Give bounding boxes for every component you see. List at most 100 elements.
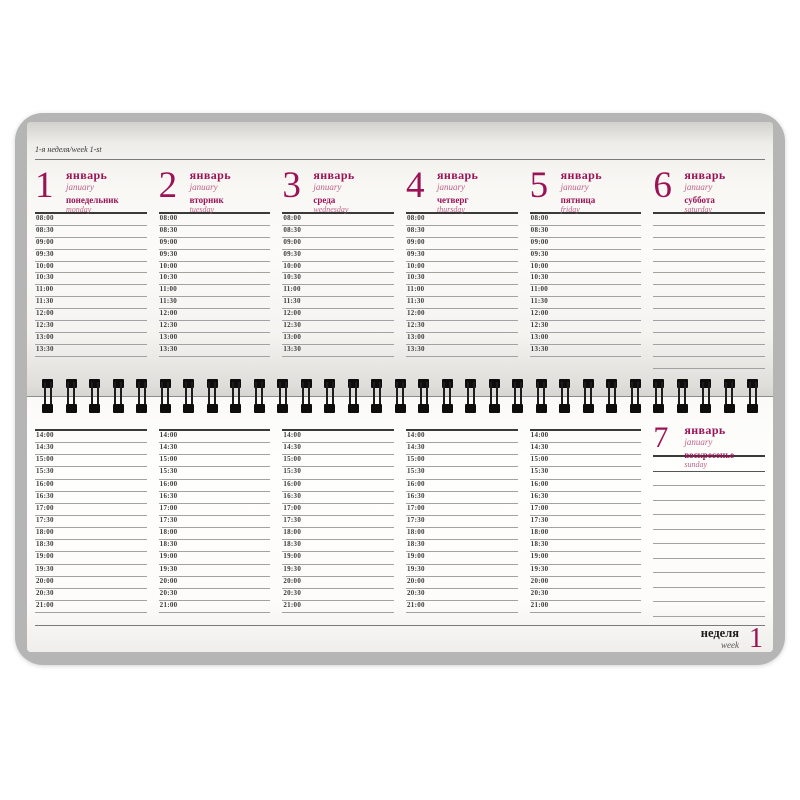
spiral-loop (652, 379, 665, 413)
time-slot: 20:30 (529, 589, 642, 601)
spiral-loop (41, 379, 54, 413)
time-label: 16:00 (283, 479, 302, 488)
time-slot: 16:30 (282, 492, 394, 504)
time-label: 16:00 (159, 479, 178, 488)
time-slot: 08:30 (529, 226, 642, 238)
time-label: 21:00 (283, 600, 302, 609)
month-ru-label: январь (684, 423, 726, 437)
time-label: 21:00 (36, 600, 54, 609)
spiral-wire (654, 382, 663, 410)
time-label: 08:30 (406, 225, 425, 234)
time-slot: 09:30 (529, 250, 642, 262)
time-label: 15:30 (283, 467, 302, 476)
time-slot: 20:00 (529, 577, 642, 589)
spiral-loop (535, 379, 548, 413)
time-label: 18:00 (283, 528, 302, 537)
weekday-en-label: tuesday (189, 205, 215, 214)
spiral-wire (90, 382, 99, 410)
time-label: 13:30 (530, 344, 549, 353)
time-label: 20:00 (159, 576, 178, 585)
day-meta: январь january воскресенье sunday (684, 422, 734, 470)
time-slot: 18:00 (158, 528, 271, 541)
weekday-en-label: friday (560, 205, 580, 214)
day-number: 4 (405, 165, 425, 206)
time-slot: 13:30 (35, 345, 147, 357)
spiral-loop (88, 379, 101, 413)
spiral-wire (161, 382, 169, 410)
spiral-loop (629, 379, 642, 413)
time-slot: 17:00 (405, 504, 518, 516)
time-slot: 08:00 (35, 214, 147, 226)
spiral-wire (560, 382, 569, 410)
time-slot: 18:00 (529, 528, 642, 541)
time-slot: 19:30 (35, 565, 147, 577)
time-label: 17:30 (283, 515, 302, 524)
time-slot: 16:00 (282, 480, 394, 492)
weekday-en-label: sunday (684, 460, 707, 469)
time-label: 17:00 (530, 503, 549, 512)
ruled-line (653, 530, 765, 544)
weekday-en-label: wednesday (313, 205, 349, 214)
time-slot: 08:00 (158, 214, 271, 226)
time-label: 13:30 (283, 344, 302, 353)
ruled-line (653, 486, 765, 501)
spiral-loop (112, 379, 125, 413)
time-slot: 15:30 (405, 467, 518, 480)
time-slot: 12:30 (405, 321, 518, 333)
ruled-line (653, 559, 765, 573)
time-label: 15:00 (406, 455, 425, 464)
weekday-ru-label: четверг (436, 195, 469, 205)
day-header: 1 январь january понедельник monday (35, 167, 147, 214)
time-label: 12:30 (159, 321, 178, 330)
spiral-wire (748, 382, 757, 410)
time-label: 12:30 (406, 321, 425, 330)
time-label: 12:00 (283, 309, 302, 318)
time-slot: 20:00 (158, 576, 271, 589)
bottom-day-grid: 14:00 14:30 15:00 15:30 16:00 16:30 17:00 17:30… (35, 422, 765, 617)
month-ru-label: январь (436, 168, 479, 182)
time-slot: 14:30 (35, 443, 147, 456)
time-slot: 15:00 (35, 455, 147, 468)
time-slot: 16:00 (35, 480, 147, 492)
time-slot: 13:00 (282, 333, 394, 345)
spiral-loop (605, 379, 618, 413)
time-label: 12:00 (530, 309, 549, 318)
time-label: 14:30 (159, 443, 178, 452)
day-column-friday: 5 январь january пятница friday 08:00 08:… (529, 165, 642, 369)
time-slot: 08:30 (282, 226, 394, 238)
weekday-ru-label: воскресенье (684, 450, 734, 460)
footer-divider (35, 625, 765, 626)
time-slot: 08:30 (405, 225, 518, 238)
month-ru-label: январь (684, 168, 726, 182)
spiral-wire (349, 382, 357, 410)
time-slot: 10:30 (35, 273, 147, 286)
spiral-wire (372, 382, 381, 410)
weekday-en-label: monday (66, 205, 92, 214)
time-slot: 17:30 (158, 516, 271, 529)
time-slot: 09:30 (35, 250, 147, 262)
time-label: 13:00 (406, 332, 425, 341)
time-label: 17:30 (36, 515, 54, 524)
time-label: 08:00 (36, 214, 54, 222)
time-slot: 08:00 (405, 214, 518, 226)
time-slot: 21:00 (158, 601, 271, 614)
ruled-line (653, 285, 765, 298)
time-slot: 18:00 (35, 528, 147, 541)
day-header: 7 январь january воскресенье sunday (653, 422, 765, 470)
time-label: 10:00 (406, 261, 425, 270)
time-slot: 10:00 (282, 262, 394, 274)
spiral-loop (699, 379, 712, 413)
day-number: 5 (529, 165, 549, 206)
time-label: 18:30 (406, 540, 425, 549)
time-slot: 15:30 (35, 467, 147, 480)
ruled-line (653, 602, 765, 617)
month-ru-label: январь (66, 168, 108, 182)
day-meta: январь january суббота saturday (684, 167, 726, 215)
ruled-line (653, 297, 765, 310)
time-label: 11:00 (159, 285, 178, 294)
time-label: 14:00 (530, 431, 549, 439)
time-slot-list: 14:00 14:30 15:00 15:30 16:00 16:30 17:00 17:30… (158, 429, 271, 614)
time-slot: 11:00 (35, 285, 147, 298)
time-slot: 13:00 (158, 333, 271, 345)
time-slot: 11:30 (282, 297, 394, 310)
